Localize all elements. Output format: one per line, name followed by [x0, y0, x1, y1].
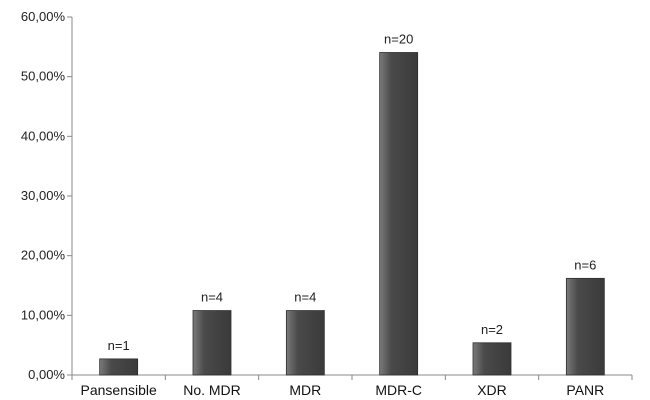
chart-axes — [71, 17, 632, 376]
bar-data-label: n=4 — [294, 290, 316, 305]
bar — [565, 277, 605, 376]
x-tick-label: MDR-C — [375, 382, 422, 398]
data-labels: n=1 n=4 n=4 n=20 n=2 n=6 — [108, 32, 597, 353]
y-tick-label: 40,00% — [21, 128, 66, 143]
x-tick-label: XDR — [477, 382, 507, 398]
bar — [379, 52, 419, 376]
y-tick-label: 50,00% — [21, 69, 66, 84]
y-tick-label: 0,00% — [28, 367, 65, 382]
x-axis-labels: Pansensible No. MDR MDR MDR-C XDR PANR — [71, 375, 633, 398]
y-tick-label: 10,00% — [21, 307, 66, 322]
chart-bars — [99, 52, 605, 376]
bar — [285, 310, 325, 376]
bar — [99, 358, 139, 376]
x-tick-label: PANR — [566, 382, 604, 398]
x-tick-label: Pansensible — [81, 382, 157, 398]
x-tick-label: No. MDR — [183, 382, 241, 398]
x-tick-label: MDR — [289, 382, 321, 398]
bar-data-label: n=4 — [201, 290, 223, 305]
bar-data-label: n=1 — [108, 338, 130, 353]
bar-data-label: n=20 — [384, 32, 413, 47]
bar — [192, 310, 232, 376]
bar-data-label: n=6 — [574, 257, 596, 272]
y-tick-label: 60,00% — [21, 9, 66, 24]
bar — [472, 342, 512, 376]
bar-data-label: n=2 — [481, 322, 503, 337]
y-axis-ticks: 0,00% 10,00% 20,00% 30,00% 40,00% 50,00% 60,00… — [21, 9, 72, 382]
y-tick-label: 20,00% — [21, 248, 66, 263]
y-tick-label: 30,00% — [21, 188, 66, 203]
